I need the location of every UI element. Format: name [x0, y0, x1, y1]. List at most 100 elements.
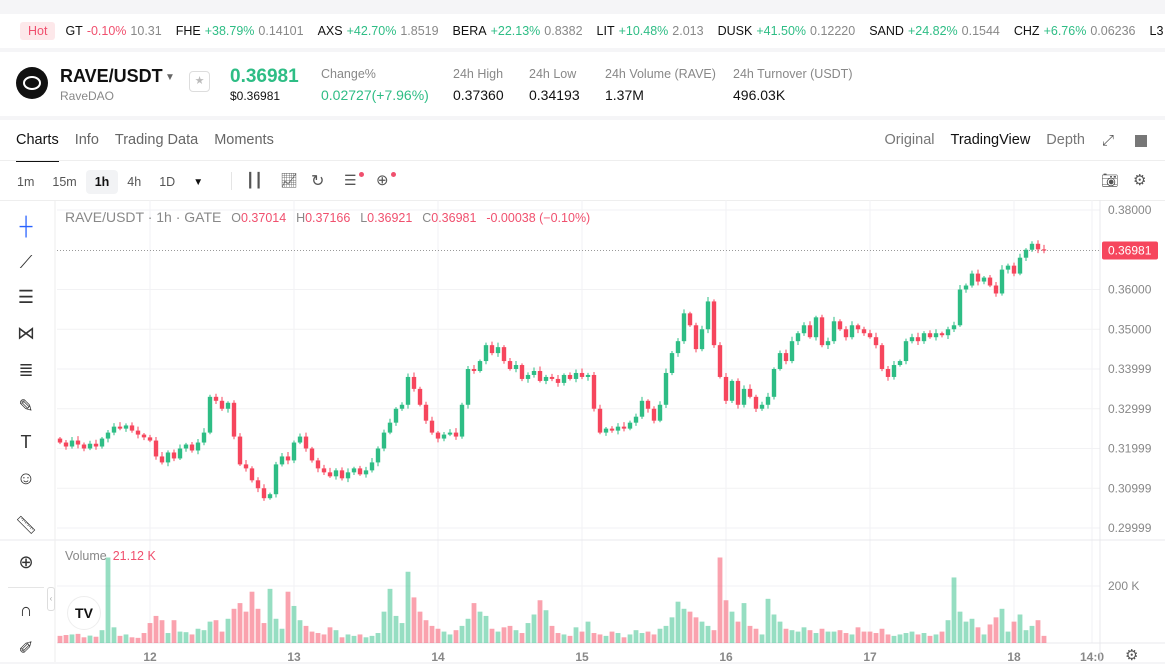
- candle-body: [777, 353, 783, 369]
- camera-icon[interactable]: 📷︎: [1101, 172, 1119, 188]
- candle-body: [765, 396, 771, 405]
- ticker-item[interactable]: CHZ +6.76% 0.06236: [1013, 24, 1136, 38]
- candle-type-icon[interactable]: ┃┃: [246, 172, 263, 188]
- pair-selector[interactable]: RAVE/USDT: [60, 66, 163, 86]
- trend-line-icon[interactable]: ⟋: [19, 252, 33, 272]
- emoji-icon[interactable]: ☺: [16, 468, 36, 488]
- view-tradingview[interactable]: TradingView: [950, 132, 1031, 148]
- lock-drawing-icon[interactable]: ✐: [18, 638, 34, 658]
- crosshair-icon[interactable]: ┼: [19, 216, 33, 236]
- legend-change: -0.00038 (−0.10%): [486, 211, 591, 225]
- chevron-down-icon[interactable]: ▼: [165, 72, 175, 83]
- pattern-icon[interactable]: ⋈: [17, 323, 35, 343]
- candle-body: [723, 376, 729, 401]
- tab-info[interactable]: Info: [74, 132, 99, 148]
- candle-body: [903, 341, 909, 362]
- candle-body: [987, 277, 993, 286]
- candle-body: [465, 369, 471, 405]
- candle-body: [1023, 249, 1029, 258]
- ticker-item[interactable]: L3+32.6: [1149, 24, 1164, 38]
- volume-bar: [561, 634, 567, 643]
- candle-body: [351, 468, 357, 473]
- volume-bar: [81, 637, 87, 643]
- volume-bar: [843, 633, 849, 643]
- magnet-icon[interactable]: ∩: [19, 600, 33, 620]
- candle-body: [93, 443, 99, 447]
- add-icon[interactable]: ⊕: [376, 172, 389, 189]
- text-icon[interactable]: T: [20, 432, 32, 452]
- horizontal-lines-icon[interactable]: ☰: [17, 287, 35, 307]
- candle-body: [975, 273, 981, 282]
- tradingview-logo[interactable]: TV: [67, 596, 101, 630]
- volume-bar: [693, 617, 699, 643]
- candle-body: [759, 404, 765, 409]
- interval-4h[interactable]: 4h: [127, 175, 142, 189]
- volume-bar: [261, 623, 267, 643]
- candle-body: [111, 426, 117, 433]
- candle-body: [279, 456, 285, 465]
- candle-body: [909, 337, 915, 342]
- volume-bar: [255, 608, 261, 643]
- volume-bar: [555, 633, 561, 643]
- volume-bar: [285, 591, 291, 643]
- ticker-item[interactable]: GT -0.10% 10.31: [65, 24, 162, 38]
- ruler-icon[interactable]: 📏︎: [14, 515, 38, 535]
- volume-bar: [885, 634, 891, 643]
- ticker-item[interactable]: LIT +10.48% 2.013: [596, 24, 704, 38]
- volume-bar: [825, 631, 831, 643]
- tab-moments[interactable]: Moments: [214, 132, 274, 148]
- interval-1h[interactable]: 1h: [85, 170, 119, 194]
- volume-bar: [735, 621, 741, 643]
- settings-gear-icon[interactable]: ⚙: [1133, 172, 1147, 189]
- candle-body: [315, 460, 321, 469]
- interval-1m[interactable]: 1m: [17, 175, 35, 189]
- candle-body: [453, 432, 459, 437]
- tab-trading-data[interactable]: Trading Data: [114, 132, 199, 148]
- candle-body: [573, 372, 579, 379]
- interval-15m[interactable]: 15m: [52, 175, 77, 189]
- ticker-item[interactable]: BERA +22.13% 0.8382: [452, 24, 583, 38]
- ticker-item[interactable]: AXS +42.70% 1.8519: [317, 24, 439, 38]
- drawing-list-icon[interactable]: ☰: [344, 172, 357, 188]
- view-original[interactable]: Original: [884, 132, 935, 148]
- volume-bar: [429, 625, 435, 643]
- candle-body: [597, 408, 603, 433]
- candle-body: [567, 374, 573, 379]
- favorite-star-icon[interactable]: ★: [189, 71, 210, 92]
- replay-icon[interactable]: ↻: [311, 173, 325, 190]
- volume-bar: [1005, 631, 1011, 643]
- candle-body: [681, 313, 687, 342]
- fib-icon[interactable]: ≣: [18, 360, 34, 380]
- chart-settings-icon[interactable]: ⚙: [1125, 647, 1139, 664]
- volume-bar: [345, 634, 351, 643]
- volume-legend: Volume 21.12 K: [65, 549, 156, 563]
- interval-dropdown-icon[interactable]: ▼: [193, 176, 204, 188]
- candle-body: [771, 369, 777, 397]
- collapse-toolbar-handle[interactable]: ‹: [47, 587, 55, 611]
- volume-bar: [651, 634, 657, 643]
- candle-body: [1017, 257, 1023, 274]
- tab-charts[interactable]: Charts: [16, 132, 59, 162]
- zoom-in-icon[interactable]: ⊕: [18, 552, 34, 572]
- interval-1d[interactable]: 1D: [159, 175, 176, 189]
- volume-bar: [549, 625, 555, 643]
- candle-body: [255, 480, 261, 489]
- fullscreen-icon[interactable]: ⤢: [1102, 132, 1115, 149]
- volume-bar: [129, 637, 135, 643]
- ticker-item[interactable]: FHE +38.79% 0.14101: [175, 24, 304, 38]
- candle-body: [501, 347, 507, 362]
- view-depth[interactable]: Depth: [1046, 132, 1085, 148]
- volume-bar: [573, 627, 579, 643]
- brush-icon[interactable]: ✎: [18, 396, 34, 416]
- ticker-item[interactable]: SAND +24.82% 0.1544: [869, 24, 1000, 38]
- volume-bar: [117, 635, 123, 643]
- legend-title: RAVE/USDT · 1h · GATE: [65, 209, 222, 225]
- candle-body: [447, 432, 453, 435]
- layout-square-icon[interactable]: [1135, 135, 1147, 147]
- volume-bar: [969, 618, 975, 643]
- ticker-item[interactable]: DUSK +41.50% 0.12220: [717, 24, 856, 38]
- indicators-icon[interactable]: 📈︎: [280, 172, 298, 188]
- volume-bar: [681, 608, 687, 643]
- candle-body: [399, 404, 405, 409]
